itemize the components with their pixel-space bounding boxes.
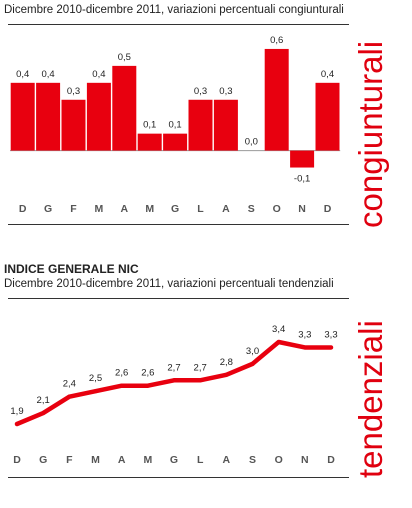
bar-tick-label: O <box>273 203 281 215</box>
bar-value-label: 0,3 <box>194 86 207 97</box>
bar <box>264 48 289 151</box>
bar-value-label: 0,6 <box>270 35 283 46</box>
bar-tick-label: L <box>197 203 204 215</box>
bar-value-label: 0,4 <box>16 69 29 80</box>
line-point <box>172 378 176 383</box>
bar-tick-label: G <box>44 203 52 215</box>
line-point <box>224 372 229 377</box>
line-value-label: 1,9 <box>10 406 23 417</box>
line-tick-label: M <box>143 454 152 466</box>
line-point <box>276 340 281 344</box>
line-value-label: 2,5 <box>89 373 102 384</box>
bar-value-label: 0,3 <box>219 86 232 97</box>
bar-tick-label: M <box>145 203 154 215</box>
bar-value-label: 0,0 <box>245 137 258 148</box>
line-tick-label: D <box>13 454 21 466</box>
bar-value-label: 0,4 <box>321 69 334 80</box>
bar-value-label: 0,5 <box>118 52 131 63</box>
line-value-label: 2,6 <box>115 368 128 379</box>
bar-tick-label: A <box>121 203 129 215</box>
bar <box>36 82 61 151</box>
line-value-label: 2,4 <box>63 379 76 390</box>
line-chart-top-rule <box>8 298 349 299</box>
line-value-label: 3,3 <box>324 329 337 340</box>
bar-tick-label: S <box>248 203 255 215</box>
bar <box>61 99 86 151</box>
bar-chart: 0,4 D 0,4 G 0,3 F 0,4 M 0,5 A 0,1 M 0,1 G 0,3 L 0,3 A 0,0 S… <box>10 35 341 215</box>
line-chart-bottom-rule <box>8 477 349 478</box>
line-point <box>15 422 19 426</box>
line-value-label: 3,4 <box>272 324 285 335</box>
bar <box>188 99 213 151</box>
line-value-label: 3,3 <box>298 329 311 340</box>
line-tick-label: D <box>327 454 335 466</box>
line-chart-title: INDICE GENERALE NIC <box>4 262 139 276</box>
line-point <box>67 394 72 399</box>
line-tick-label: S <box>249 454 256 466</box>
line-value-label: 3,0 <box>246 346 259 357</box>
bar <box>86 82 111 151</box>
bar <box>137 133 162 151</box>
bar <box>315 82 340 151</box>
line-point <box>302 345 307 350</box>
line-tick-label: A <box>118 454 126 466</box>
bar-tick-label: D <box>324 203 332 215</box>
bar <box>163 133 188 151</box>
line-point <box>41 411 46 416</box>
bar-tick-label: G <box>171 203 179 215</box>
bar <box>213 99 238 151</box>
line-point <box>93 389 98 394</box>
line-point <box>145 383 150 388</box>
line-tick-label: N <box>301 454 309 466</box>
bar <box>112 65 137 151</box>
line-point <box>329 345 333 350</box>
line-value-label: 2,1 <box>37 395 50 406</box>
bar-tick-label: N <box>298 203 306 215</box>
line-tick-label: O <box>275 454 283 466</box>
line-value-label: 2,8 <box>220 357 233 368</box>
line-tick-label: G <box>39 454 47 466</box>
bar-tick-label: M <box>95 203 104 215</box>
bar-chart-subtitle: Dicembre 2010-dicembre 2011, variazioni … <box>4 4 344 16</box>
bar <box>290 150 315 168</box>
bar <box>10 82 35 151</box>
bar-tick-label: F <box>70 203 77 215</box>
line-value-label: 2,7 <box>194 362 207 373</box>
bar-value-label: 0,4 <box>41 69 54 80</box>
bar-value-label: 0,4 <box>92 69 105 80</box>
line-point <box>198 378 203 383</box>
line-value-label: 2,7 <box>167 362 180 373</box>
line-tick-label: L <box>197 454 204 466</box>
bar-tick-label: D <box>19 203 27 215</box>
line-tick-label: G <box>170 454 178 466</box>
bar-value-label: 0,3 <box>67 86 80 97</box>
line-value-label: 2,6 <box>141 368 154 379</box>
bar-chart-top-rule <box>8 24 349 25</box>
bar-value-label: -0,1 <box>294 174 310 185</box>
line-point <box>250 361 255 366</box>
bar-value-label: 0,1 <box>168 120 181 131</box>
line-point <box>119 383 124 388</box>
line-chart-side-label: tendenziali <box>352 320 389 478</box>
bar-tick-label: A <box>222 203 230 215</box>
line-tick-label: F <box>66 454 73 466</box>
line-tick-label: A <box>223 454 231 466</box>
line-tick-label: M <box>91 454 100 466</box>
bar-value-label: 0,1 <box>143 120 156 131</box>
line-chart-subtitle: Dicembre 2010-dicembre 2011, variazioni … <box>4 278 334 290</box>
bar-chart-bottom-rule <box>8 224 349 225</box>
